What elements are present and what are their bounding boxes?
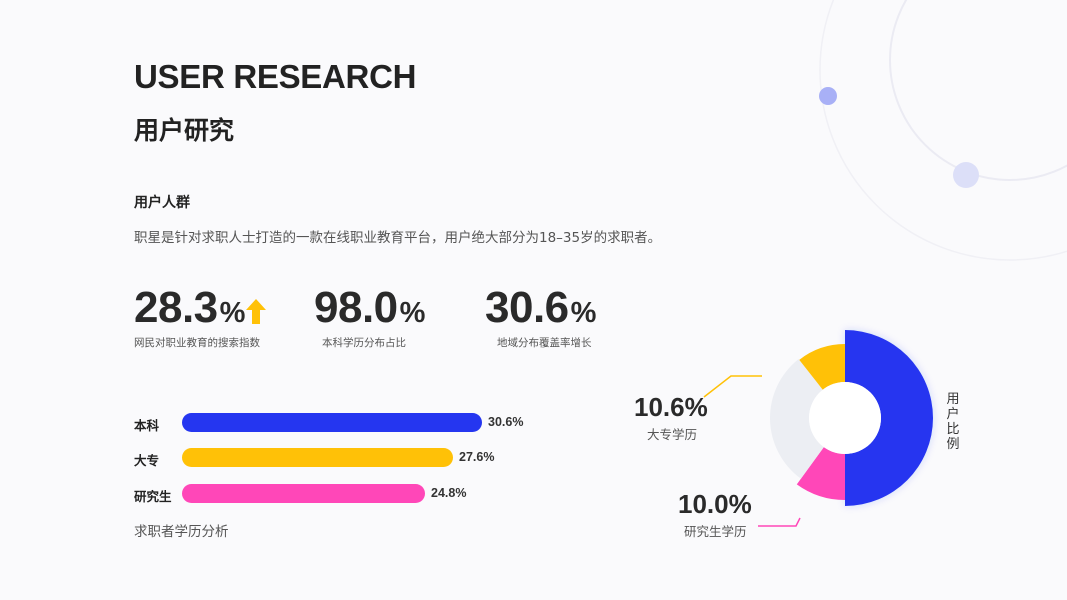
- slice-other: [770, 359, 824, 479]
- stat-label: 本科学历分布占比: [322, 337, 406, 349]
- stat-bachelor-share: 98.0%: [314, 283, 425, 333]
- bar-value-bachelor: 30.6%: [488, 415, 524, 429]
- bar-value-college: 27.6%: [459, 450, 495, 464]
- section-heading: 用户人群: [134, 195, 190, 211]
- stat-value: 28.3: [134, 283, 218, 332]
- up-arrow-icon: [246, 299, 266, 324]
- decor-dot-small: [819, 87, 837, 105]
- bar-label-college: 大专: [134, 453, 160, 468]
- stat-label: 地域分布覆盖率增长: [497, 337, 592, 349]
- pie-pct-college: 10.6%: [634, 392, 708, 422]
- page-title-cn: 用户研究: [134, 116, 235, 145]
- donut-title: 用户比例: [946, 392, 960, 452]
- pie-label-college: 大专学历: [647, 427, 698, 442]
- stat-value: 98.0: [314, 283, 398, 332]
- donut-hole: [809, 382, 881, 454]
- stat-unit: %: [570, 297, 597, 329]
- section-description: 职星是针对求职人士打造的一款在线职业教育平台，用户绝大部分为18–35岁的求职者…: [134, 230, 662, 246]
- bar-value-graduate: 24.8%: [431, 486, 467, 500]
- slice-bachelor: [845, 330, 933, 506]
- slice-college: [799, 344, 845, 390]
- decor-dot-large: [953, 162, 979, 188]
- page-title-en: USER RESEARCH: [134, 58, 417, 95]
- bar-bachelor: [182, 413, 482, 432]
- decor-ring-small: [889, 0, 1067, 181]
- stat-search-index: 28.3%: [134, 283, 245, 333]
- bar-graduate: [182, 484, 425, 503]
- bar-label-bachelor: 本科: [134, 418, 160, 433]
- stat-region-growth: 30.6%: [485, 283, 596, 333]
- stat-unit: %: [219, 297, 246, 329]
- stat-label: 网民对职业教育的搜索指数: [134, 337, 260, 349]
- leader-line-college: [703, 375, 762, 398]
- pie-label-graduate: 研究生学历: [684, 524, 747, 539]
- stat-unit: %: [399, 297, 426, 329]
- decor-ring-large: [819, 0, 1067, 261]
- slice-graduate: [796, 447, 845, 500]
- bar-label-graduate: 研究生: [134, 489, 172, 504]
- leader-line-graduate: [758, 517, 801, 527]
- stat-value: 30.6: [485, 283, 569, 332]
- pie-pct-graduate: 10.0%: [678, 489, 752, 519]
- bar-college: [182, 448, 453, 467]
- bar-chart-caption: 求职者学历分析: [134, 524, 229, 540]
